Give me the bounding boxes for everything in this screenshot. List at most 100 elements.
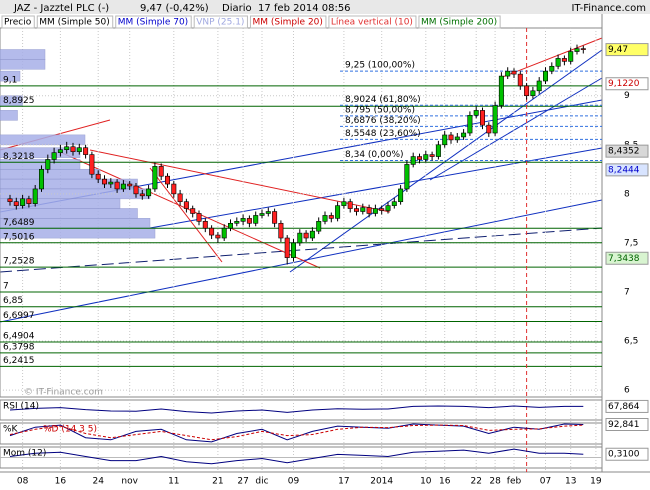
current-label: 67,864 xyxy=(608,402,640,412)
candle-body xyxy=(517,73,523,87)
candle-body xyxy=(391,201,397,206)
price-label-box xyxy=(605,163,649,177)
trend-line xyxy=(149,167,223,263)
candle-body xyxy=(423,154,429,160)
legend-entry: MM (Simple 200) xyxy=(421,18,497,28)
legend-entry: Línea vertical (10) xyxy=(331,18,413,28)
candle-body xyxy=(51,152,57,160)
candle-body xyxy=(454,136,460,141)
candle-body xyxy=(278,222,284,239)
support-label: 9,1 xyxy=(3,75,17,85)
support-label: 6,85 xyxy=(3,296,23,306)
candle-body xyxy=(215,234,221,239)
candle-body xyxy=(272,211,278,224)
fib-label: 8,795 (50,00%) xyxy=(345,105,415,115)
candle-body xyxy=(259,213,265,216)
volume-profile-bar xyxy=(0,147,81,158)
candle-body xyxy=(473,110,479,116)
support-label: 7,5016 xyxy=(3,232,35,242)
candle-body xyxy=(83,147,89,155)
candle-body xyxy=(228,222,234,229)
y-tick-label: 8 xyxy=(624,189,630,199)
legend-box xyxy=(1,15,35,29)
candle-body xyxy=(89,154,95,175)
candle-body xyxy=(580,48,586,50)
legend-box xyxy=(418,15,501,29)
indicator-line xyxy=(9,405,584,414)
brand: IT-Finance.com xyxy=(571,3,646,14)
legend-box xyxy=(115,15,192,29)
price-label-box xyxy=(605,251,649,265)
candle-body xyxy=(505,70,511,77)
y-tick-label: 6,5 xyxy=(624,337,638,347)
legend-entry: %K xyxy=(3,425,19,435)
header-bar xyxy=(0,0,650,14)
y-tick-label: 6 xyxy=(624,386,630,396)
candle-body xyxy=(45,159,51,170)
candle-body xyxy=(536,80,542,92)
candle-body xyxy=(328,215,334,219)
candle-body xyxy=(416,156,422,160)
candle-body xyxy=(108,181,114,185)
candle-body xyxy=(297,232,303,244)
trend-line xyxy=(59,151,321,269)
legend-box xyxy=(328,15,417,29)
candle-body xyxy=(524,85,530,97)
candle-body xyxy=(171,183,177,195)
candle-body xyxy=(240,218,246,222)
x-tick-label: nov xyxy=(121,477,138,487)
candle-body xyxy=(316,221,322,232)
trend-line xyxy=(0,199,603,323)
candle-body xyxy=(549,65,555,72)
period: Diario xyxy=(222,3,252,14)
support-label: 7 xyxy=(3,281,9,291)
support-label: 6,6997 xyxy=(3,311,35,321)
candle-body xyxy=(303,232,309,239)
candle-body xyxy=(322,215,328,222)
volume-profile-bar xyxy=(0,134,86,146)
quote: 9,47 (-0,42%) xyxy=(140,3,209,14)
candle-body xyxy=(290,242,296,258)
candle-body xyxy=(511,70,517,75)
candle-body xyxy=(410,156,416,165)
candle-body xyxy=(139,193,145,197)
legend-box xyxy=(193,15,248,29)
y-tick-label: 9 xyxy=(624,91,630,101)
candle-body xyxy=(7,198,13,203)
candle-body xyxy=(265,211,271,214)
y-tick-label: 7 xyxy=(624,287,630,297)
support-label: 6,4904 xyxy=(3,332,35,342)
price-label-box xyxy=(605,77,649,91)
volume-profile-bar xyxy=(0,110,18,121)
candle-body xyxy=(152,166,158,190)
support-label: 7,2528 xyxy=(3,257,35,267)
candle-body xyxy=(385,205,391,211)
candle-body xyxy=(183,201,189,209)
x-tick-label: dic xyxy=(255,477,268,487)
x-tick-label: 13 xyxy=(565,477,576,487)
x-tick-label: 11 xyxy=(168,477,179,487)
indicator-line xyxy=(9,448,584,465)
candle-body xyxy=(498,75,504,106)
x-tick-label: 10 xyxy=(420,477,432,487)
current-box xyxy=(605,447,649,461)
support-label: 7,6489 xyxy=(3,218,35,228)
support-label: 8,8925 xyxy=(3,96,35,106)
support-label: 6,2415 xyxy=(3,356,35,366)
candle-body xyxy=(448,134,454,141)
trend-line xyxy=(0,227,603,273)
candle-body xyxy=(568,51,574,62)
candle-body xyxy=(461,132,467,138)
x-tick-label: 19 xyxy=(590,477,602,487)
candle-body xyxy=(429,154,435,157)
candle-body xyxy=(165,175,171,185)
candle-body xyxy=(372,208,378,214)
price-label: 9,47 xyxy=(608,45,628,55)
candle-body xyxy=(486,124,492,134)
watermark: © IT-Finance.com xyxy=(24,388,103,398)
legend-entry: MM (Simple 50) xyxy=(39,18,109,28)
candle-body xyxy=(57,149,63,153)
